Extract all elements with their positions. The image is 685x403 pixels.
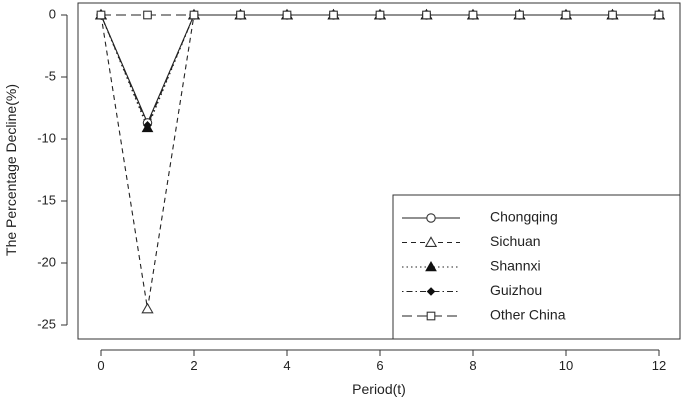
x-tick-label: 4 (283, 358, 290, 373)
y-tick-label: -25 (37, 316, 56, 331)
data-point-other-china (422, 10, 431, 20)
data-point-other-china (96, 10, 106, 20)
x-axis-title: Period(t) (352, 381, 406, 397)
legend-label-other-china: Other China (490, 307, 566, 323)
x-tick-label: 12 (652, 358, 666, 373)
series-line-chongqing (100, 14, 659, 125)
data-point-other-china (515, 10, 524, 20)
series-line-guizhou (100, 14, 659, 127)
y-tick-label: -15 (37, 192, 56, 207)
legend-marker-other-china (426, 311, 436, 321)
data-point-other-china (608, 10, 617, 20)
data-point-other-china (468, 10, 478, 20)
x-tick-label: 10 (559, 358, 573, 373)
legend-marker-sichuan (424, 236, 438, 247)
legend-marker-guizhou (426, 287, 436, 296)
y-tick-label: 0 (49, 6, 56, 21)
legend-box (392, 194, 681, 340)
data-point-other-china (561, 10, 571, 20)
data-point-guizhou (143, 121, 152, 130)
data-point-other-china (654, 10, 664, 20)
y-tick-label: -10 (37, 130, 56, 145)
data-point-other-china (189, 10, 199, 20)
y-axis-title: The Percentage Decline(%) (3, 84, 19, 256)
legend-label-shannxi: Shannxi (490, 258, 541, 274)
x-tick-label: 0 (97, 358, 104, 373)
x-tick-label: 6 (376, 358, 383, 373)
plot-frame (77, 2, 681, 340)
legend-label-guizhou: Guizhou (490, 282, 542, 298)
legend-marker-chongqing (426, 213, 436, 223)
legend-label-sichuan: Sichuan (490, 233, 541, 249)
legend-marker-shannxi (425, 260, 437, 272)
legend-label-chongqing: Chongqing (490, 209, 558, 225)
data-point-other-china (282, 10, 292, 20)
data-point-sichuan (141, 302, 154, 314)
series-line-shannxi (100, 14, 659, 130)
x-tick-label: 8 (469, 358, 476, 373)
data-point-other-china (329, 10, 338, 20)
data-point-other-china (375, 10, 385, 20)
data-point-other-china (143, 10, 152, 20)
data-point-other-china (236, 10, 245, 20)
y-tick-label: -5 (44, 68, 56, 83)
x-tick-label: 2 (190, 358, 197, 373)
y-tick-label: -20 (37, 254, 56, 269)
